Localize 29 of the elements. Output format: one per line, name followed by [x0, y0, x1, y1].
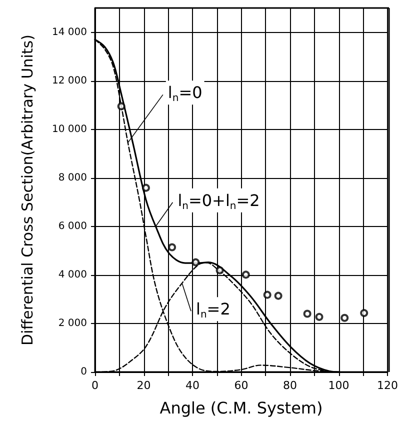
x-tick-label: 120 [377, 379, 398, 392]
y-tick-label: 8 000 [58, 172, 87, 184]
y-tick-label: 6 000 [58, 220, 87, 232]
x-axis-title: Angle (C.M. System) [160, 398, 323, 418]
point [303, 310, 312, 318]
point [142, 184, 150, 192]
x-tick-label: 80 [283, 379, 297, 392]
y-tick-label: 2 000 [58, 318, 87, 329]
x-tick-label: 40 [186, 379, 200, 392]
y-axis-title: Differential Cross Section(Arbitrary Units) [18, 34, 36, 346]
y-tick-label: 10 000 [52, 124, 87, 135]
x-tick-label: 100 [328, 379, 350, 392]
x-tick-label: 60 [234, 379, 248, 392]
point [192, 258, 200, 266]
point [117, 102, 126, 110]
point [340, 314, 349, 322]
x-tick-label: 20 [136, 379, 151, 392]
x-tick-label: 0 [92, 379, 98, 392]
point [263, 290, 272, 299]
point [168, 243, 176, 252]
point [274, 292, 282, 300]
point [242, 270, 250, 279]
point [315, 312, 324, 321]
point [216, 266, 224, 274]
y-tick-label: 12 000 [52, 75, 87, 86]
y-tick-label: 0 [80, 366, 87, 378]
y-tick-label: 4 000 [58, 269, 87, 280]
point [360, 309, 368, 318]
y-tick-label: 14 000 [52, 26, 87, 38]
